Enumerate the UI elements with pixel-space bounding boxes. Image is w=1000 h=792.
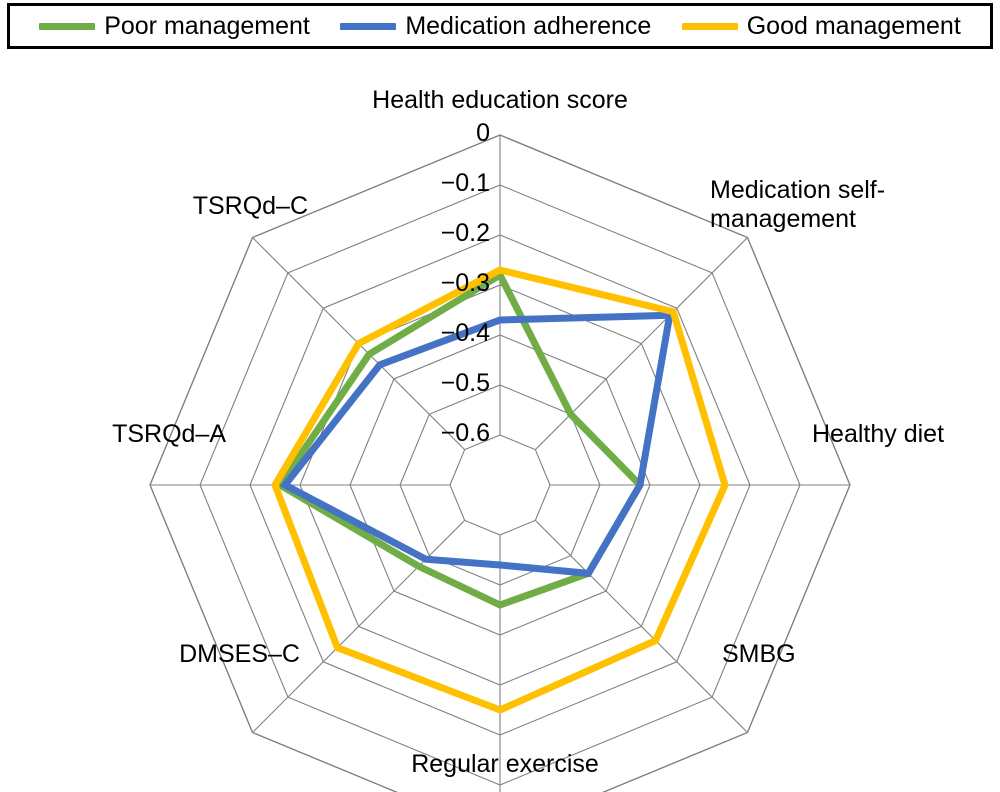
- axis-label-tsrqd-a: TSRQd–A: [112, 420, 226, 448]
- radial-tick-neg06: −0.6: [440, 419, 490, 447]
- chart-legend: Poor management Medication adherence Goo…: [7, 3, 993, 49]
- legend-swatch-icon-good-management: [681, 22, 738, 30]
- axis-label-smbg: SMBG: [722, 640, 796, 668]
- radar-spokes: [150, 135, 850, 792]
- radial-tick-neg04: −0.4: [440, 319, 490, 347]
- axis-label-tsrqd-c: TSRQd–C: [192, 192, 308, 220]
- radial-tick-neg02: −0.2: [440, 219, 490, 247]
- radar-svg: [149, 134, 851, 792]
- axis-spoke: [534, 519, 748, 733]
- axis-label-regular-exercise: Regular exercise: [411, 750, 599, 778]
- legend-item-medication-adherence: Medication adherence: [340, 11, 652, 40]
- axis-spoke: [534, 237, 748, 451]
- radar-series-lines: [271, 266, 729, 714]
- legend-item-good-management: Good management: [681, 11, 961, 40]
- legend-label-medication-adherence: Medication adherence: [405, 11, 652, 40]
- axis-spoke: [252, 519, 466, 733]
- legend-label-poor-management: Poor management: [104, 11, 310, 40]
- radar-plot-area: Health education score Medication self- …: [0, 50, 1000, 792]
- radial-tick-neg03: −0.3: [440, 269, 490, 297]
- series-line-medication-adherence: [279, 311, 674, 578]
- legend-swatch-icon-poor-management: [39, 22, 96, 30]
- axis-label-health-education-score: Health education score: [372, 86, 628, 114]
- axis-label-medication-self-management: Medication self- management: [710, 176, 886, 233]
- radial-tick-neg05: −0.5: [440, 369, 490, 397]
- grid-ring: [149, 134, 851, 792]
- series-line-good-management: [271, 266, 729, 714]
- axis-label-dmses-c: DMSES–C: [179, 640, 300, 668]
- grid-ring: [449, 434, 551, 536]
- axis-label-healthy-diet: Healthy diet: [812, 420, 945, 448]
- radial-tick-neg01: −0.1: [440, 169, 490, 197]
- legend-swatch-icon-medication-adherence: [340, 22, 397, 30]
- series-line-poor-management: [274, 270, 645, 609]
- radial-tick-0: 0: [476, 119, 490, 147]
- legend-item-poor-management: Poor management: [39, 11, 310, 40]
- legend-label-good-management: Good management: [746, 11, 961, 40]
